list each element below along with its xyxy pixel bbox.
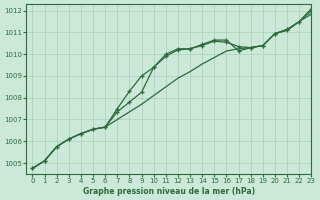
X-axis label: Graphe pression niveau de la mer (hPa): Graphe pression niveau de la mer (hPa) [83,187,255,196]
